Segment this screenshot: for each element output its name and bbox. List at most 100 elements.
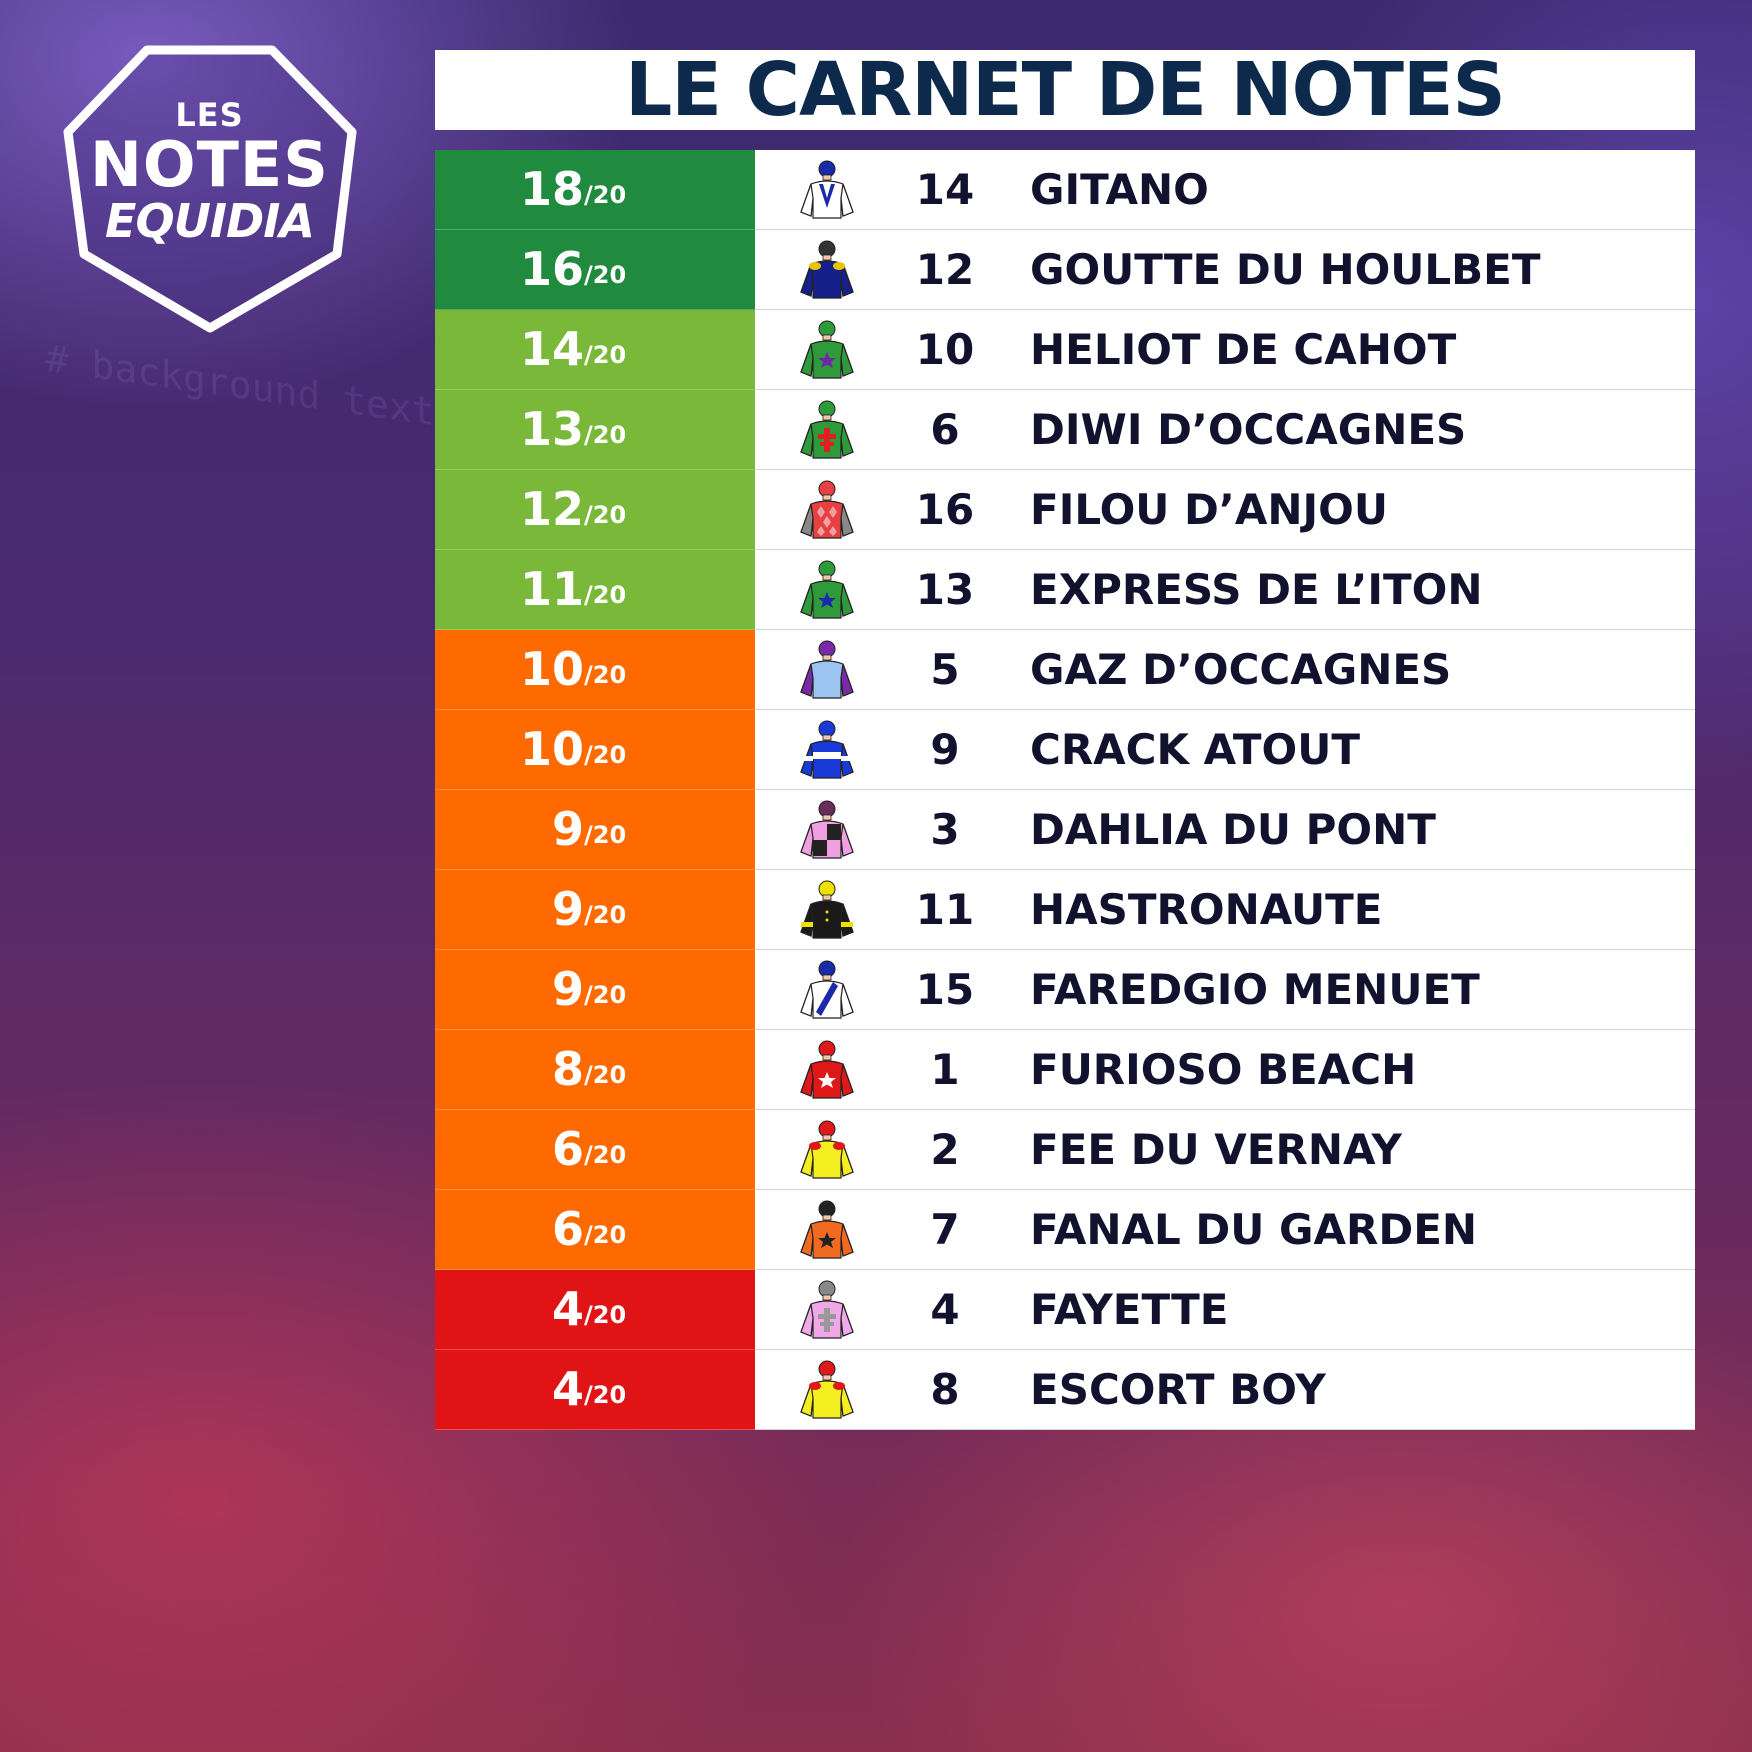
score-value: 16	[519, 242, 584, 296]
score-value: 18	[519, 162, 584, 216]
jockey-silk-icon	[797, 1278, 857, 1342]
table-row: 16/20 12 GOUTTE DU HOULBET	[435, 230, 1695, 310]
horse-name: FILOU D’ANJOU	[1030, 485, 1388, 534]
score-cell: 11/20	[435, 550, 755, 630]
table-row: 11/20 13 EXPRESS DE L’ITON	[435, 550, 1695, 630]
table-row: 18/20 14 GITANO	[435, 150, 1695, 230]
score-denominator: /20	[584, 1141, 627, 1169]
jockey-silk-icon	[797, 558, 857, 622]
score-value: 4	[551, 1282, 584, 1336]
logo-equidia-text: EQUIDIA	[105, 194, 315, 248]
jockey-silk-icon	[797, 798, 857, 862]
horse-number: 15	[915, 965, 975, 1014]
table-row: 6/20 2 FEE DU VERNAY	[435, 1110, 1695, 1190]
horse-name: FAYETTE	[1030, 1285, 1229, 1334]
horse-name: FURIOSO BEACH	[1030, 1045, 1417, 1094]
ranking-table: 18/20 14 GITANO 16/20 12 GOUTTE DU HOULBET 14/…	[435, 150, 1695, 1430]
horse-number: 3	[930, 805, 960, 854]
score-cell: 9/20	[435, 790, 755, 870]
jockey-silk-icon	[797, 1038, 857, 1102]
score-denominator: /20	[584, 501, 627, 529]
horse-number: 8	[930, 1365, 960, 1414]
horse-number: 1	[930, 1045, 960, 1094]
horse-number: 4	[930, 1285, 960, 1334]
horse-name: GAZ D’OCCAGNES	[1030, 645, 1452, 694]
table-row: 10/20 5 GAZ D’OCCAGNES	[435, 630, 1695, 710]
horse-name: FEE DU VERNAY	[1030, 1125, 1402, 1174]
horse-number: 16	[915, 485, 975, 534]
score-cell: 10/20	[435, 710, 755, 790]
score-denominator: /20	[584, 421, 627, 449]
table-row: 10/20 9 CRACK ATOUT	[435, 710, 1695, 790]
jockey-silk-icon	[797, 958, 857, 1022]
horse-number: 9	[930, 725, 960, 774]
score-value: 14	[519, 322, 584, 376]
score-value: 9	[551, 962, 584, 1016]
jockey-silk-icon	[797, 1198, 857, 1262]
score-cell: 4/20	[435, 1350, 755, 1430]
score-value: 6	[551, 1122, 584, 1176]
score-cell: 13/20	[435, 390, 755, 470]
jockey-silk-icon	[797, 1118, 857, 1182]
horse-name: FANAL DU GARDEN	[1030, 1205, 1478, 1254]
background-code-texture: # background texture	[45, 335, 480, 445]
score-denominator: /20	[584, 981, 627, 1009]
horse-name: EXPRESS DE L’ITON	[1030, 565, 1483, 614]
score-denominator: /20	[584, 901, 627, 929]
score-cell: 6/20	[435, 1110, 755, 1190]
score-value: 12	[519, 482, 584, 536]
jockey-silk-icon	[797, 478, 857, 542]
score-denominator: /20	[584, 1061, 627, 1089]
jockey-silk-icon	[797, 158, 857, 222]
les-notes-equidia-logo: LES NOTES EQUIDIA	[62, 44, 357, 334]
horse-number: 10	[915, 325, 975, 374]
score-value: 10	[519, 722, 584, 776]
horse-name: GITANO	[1030, 165, 1209, 214]
table-row: 9/20 11 HASTRONAUTE	[435, 870, 1695, 950]
horse-name: ESCORT BOY	[1030, 1365, 1326, 1414]
score-value: 10	[519, 642, 584, 696]
score-cell: 10/20	[435, 630, 755, 710]
score-value: 8	[551, 1042, 584, 1096]
score-cell: 4/20	[435, 1270, 755, 1350]
horse-name: FAREDGIO MENUET	[1030, 965, 1480, 1014]
score-denominator: /20	[584, 1301, 627, 1329]
score-denominator: /20	[584, 661, 627, 689]
jockey-silk-icon	[797, 318, 857, 382]
score-value: 6	[551, 1202, 584, 1256]
score-cell: 16/20	[435, 230, 755, 310]
table-row: 12/20 16 FILOU D’ANJOU	[435, 470, 1695, 550]
score-value: 9	[551, 802, 584, 856]
horse-name: DAHLIA DU PONT	[1030, 805, 1436, 854]
horse-number: 13	[915, 565, 975, 614]
score-denominator: /20	[584, 1221, 627, 1249]
horse-number: 5	[930, 645, 960, 694]
score-denominator: /20	[584, 741, 627, 769]
logo-notes-text: NOTES	[90, 128, 329, 201]
horse-number: 2	[930, 1125, 960, 1174]
horse-name: DIWI D’OCCAGNES	[1030, 405, 1467, 454]
score-value: 4	[551, 1362, 584, 1416]
score-cell: 12/20	[435, 470, 755, 550]
horse-name: HELIOT DE CAHOT	[1030, 325, 1457, 374]
jockey-silk-icon	[797, 718, 857, 782]
jockey-silk-icon	[797, 638, 857, 702]
table-row: 9/20 3 DAHLIA DU PONT	[435, 790, 1695, 870]
table-row: 4/20 4 FAYETTE	[435, 1270, 1695, 1350]
logo-les-text: LES	[175, 96, 244, 134]
score-denominator: /20	[584, 341, 627, 369]
octagon-badge-icon	[63, 45, 357, 333]
horse-number: 14	[915, 165, 975, 214]
table-row: 8/20 1 FURIOSO BEACH	[435, 1030, 1695, 1110]
table-row: 4/20 8 ESCORT BOY	[435, 1350, 1695, 1430]
score-value: 11	[519, 562, 584, 616]
horse-number: 6	[930, 405, 960, 454]
horse-number: 12	[915, 245, 975, 294]
title-banner: LE CARNET DE NOTES	[435, 47, 1695, 133]
score-denominator: /20	[584, 821, 627, 849]
horse-number: 7	[930, 1205, 960, 1254]
table-row: 14/20 10 HELIOT DE CAHOT	[435, 310, 1695, 390]
score-value: 9	[551, 882, 584, 936]
table-row: 9/20 15 FAREDGIO MENUET	[435, 950, 1695, 1030]
horse-name: GOUTTE DU HOULBET	[1030, 245, 1541, 294]
